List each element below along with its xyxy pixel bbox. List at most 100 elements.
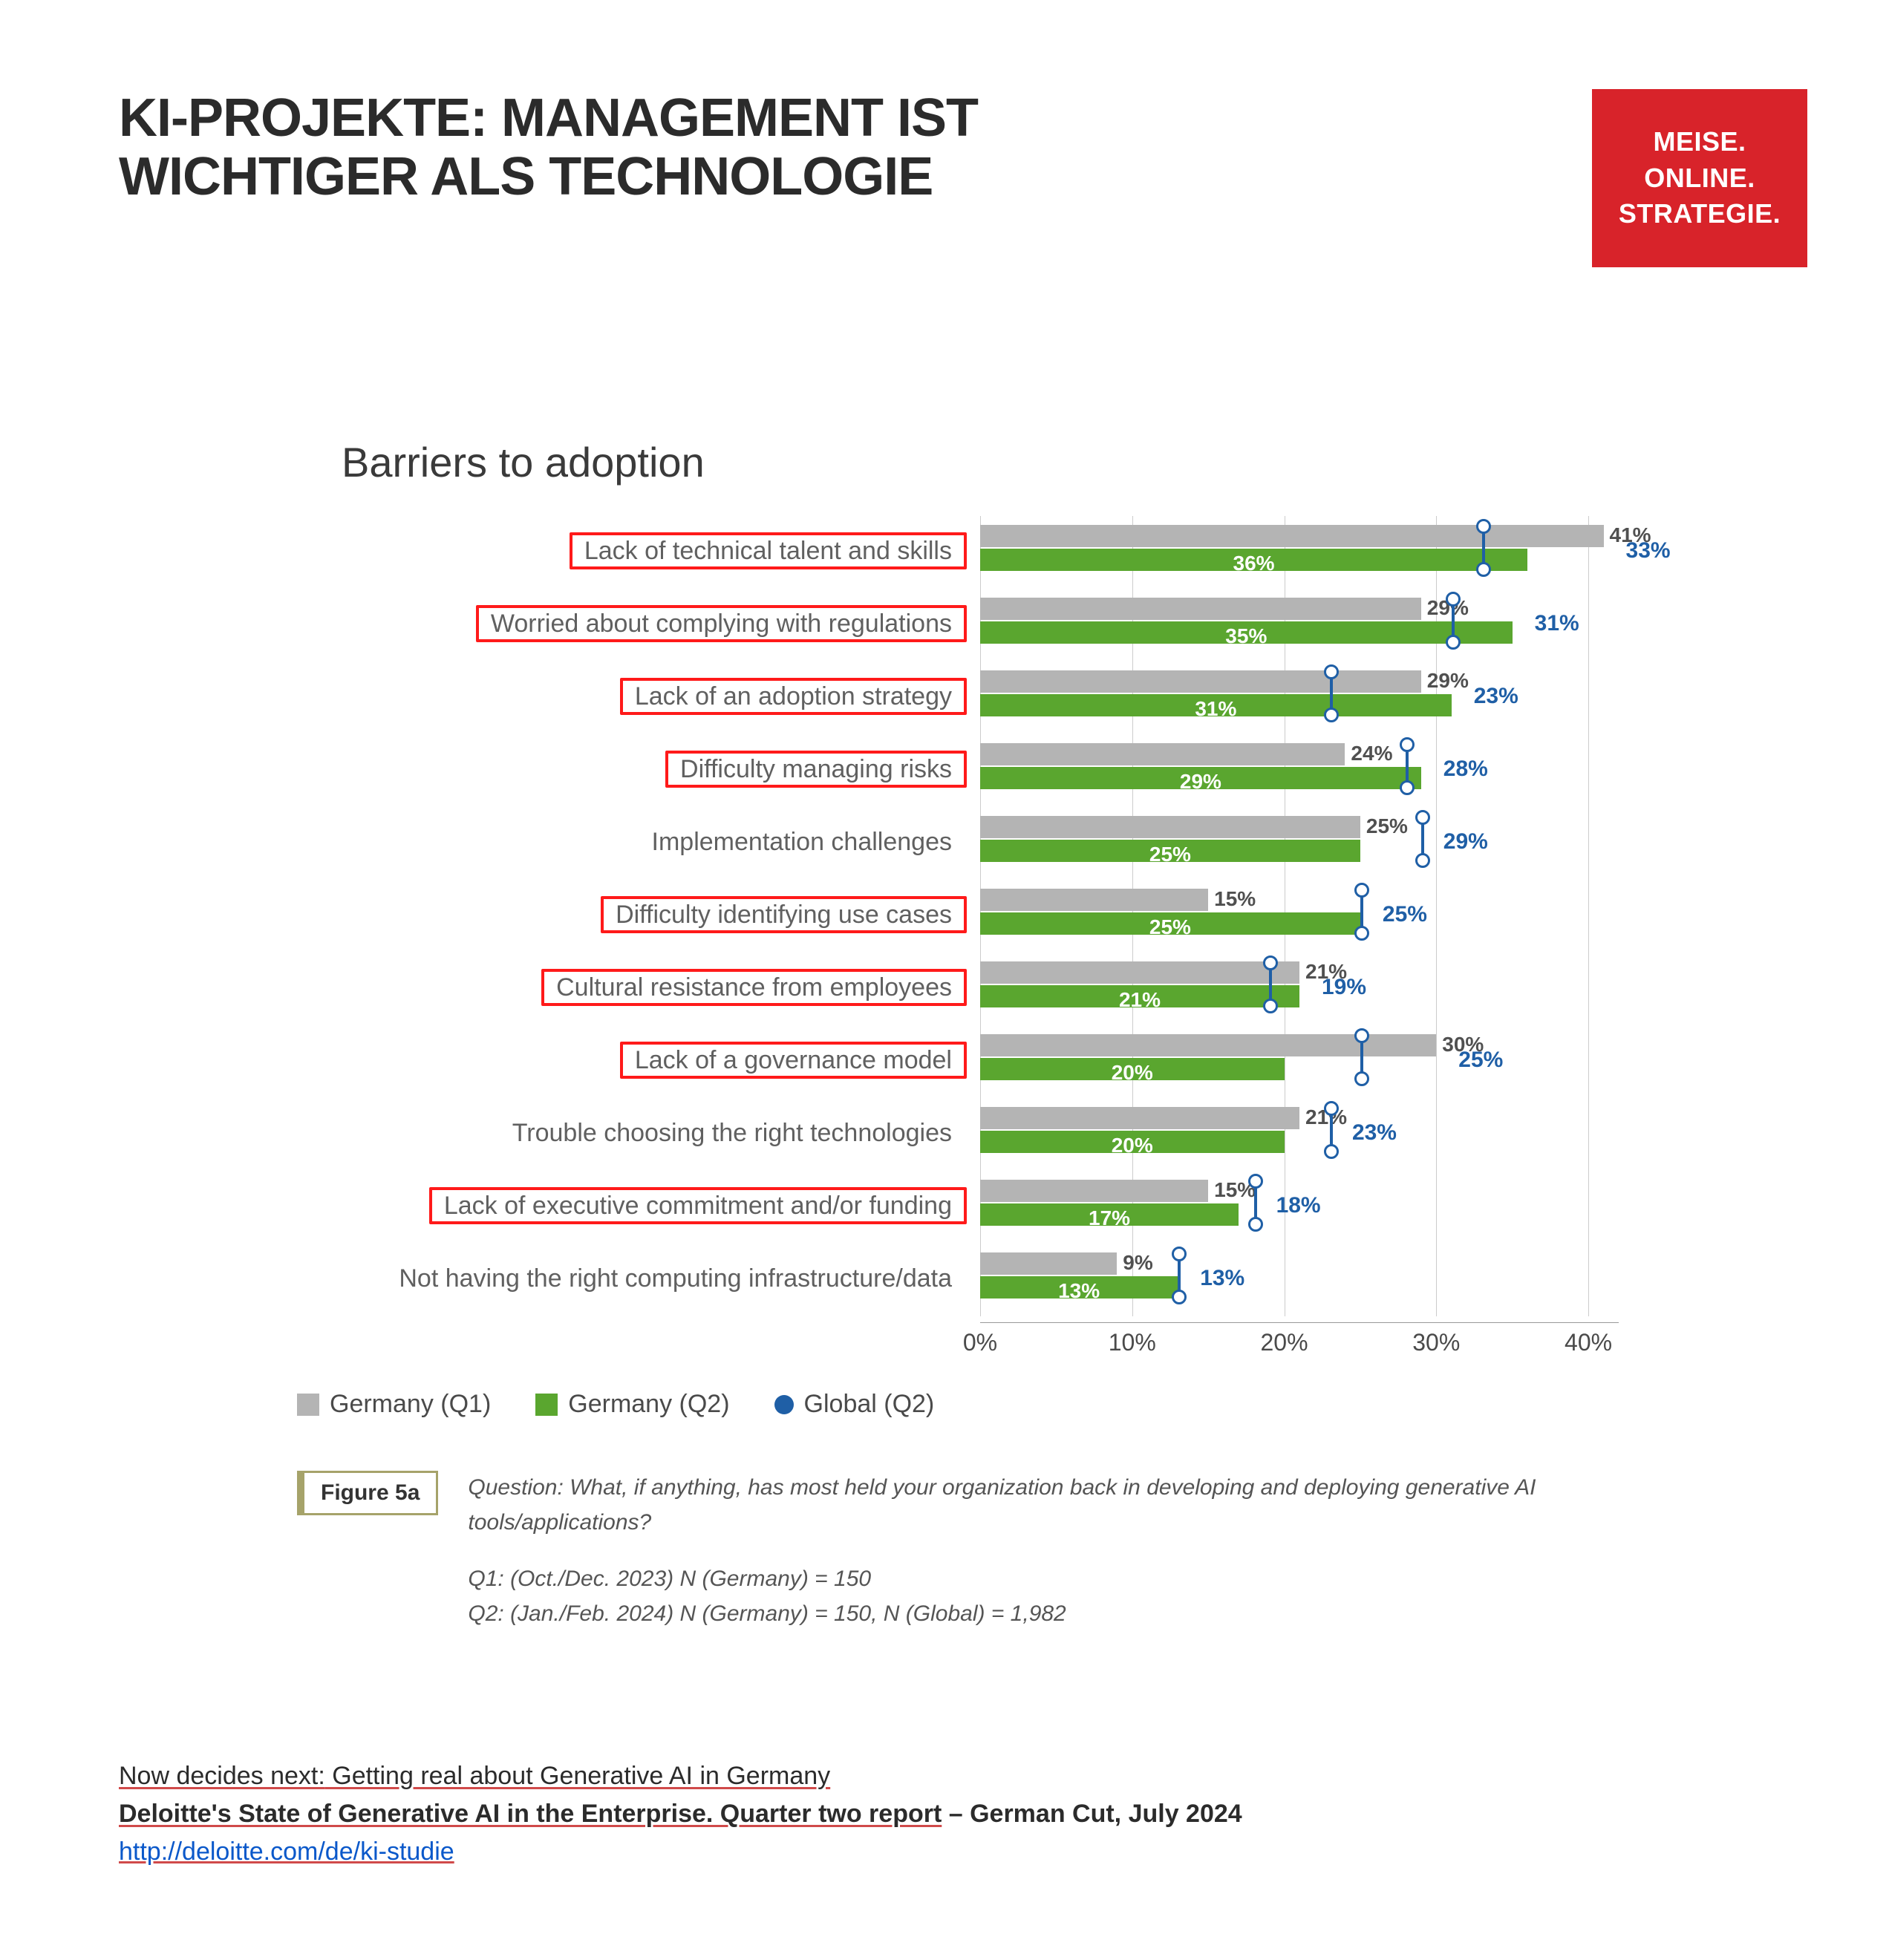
- legend-q2-label: Germany (Q2): [568, 1390, 729, 1419]
- global-value: 29%: [1443, 829, 1488, 855]
- footer-2b: – German Cut, July 2024: [942, 1800, 1242, 1828]
- bar-group: 21%20%23%: [980, 1098, 1619, 1171]
- footer-line-2: Deloitte's State of Generative AI in the…: [119, 1795, 1807, 1833]
- footer-2a: Deloitte's State of Generative AI in the…: [119, 1800, 942, 1828]
- bar-group: 29%35%31%: [980, 589, 1619, 662]
- bar-germany-q1: [980, 1107, 1299, 1129]
- bar-q2-value: 13%: [1058, 1279, 1100, 1303]
- bar-q1-value: 15%: [1214, 887, 1256, 911]
- x-tick: 0%: [963, 1329, 997, 1356]
- bar-q1-value: 24%: [1351, 742, 1392, 765]
- global-value: 31%: [1535, 611, 1579, 636]
- global-value: 23%: [1352, 1120, 1397, 1146]
- brand-line-2: ONLINE.: [1644, 160, 1755, 197]
- global-marker: [1360, 1034, 1363, 1080]
- bar-germany-q1: [980, 525, 1604, 547]
- legend-q1-swatch: [297, 1394, 319, 1416]
- category-label: Lack of an adoption strategy: [620, 678, 967, 715]
- bar-germany-q1: [980, 670, 1421, 693]
- bar-q2-value: 35%: [1225, 624, 1267, 648]
- global-value: 33%: [1626, 538, 1671, 564]
- bar-germany-q1: [980, 889, 1208, 911]
- brand-line-3: STRATEGIE.: [1619, 196, 1781, 232]
- legend-q1: Germany (Q1): [297, 1390, 491, 1419]
- global-value: 18%: [1276, 1193, 1321, 1218]
- bar-group: 15% 25% 25%: [980, 880, 1619, 953]
- x-tick: 40%: [1565, 1329, 1612, 1356]
- bar-germany-q1: [980, 1180, 1208, 1202]
- x-axis: 0%10%20%30%40%: [980, 1322, 1619, 1368]
- bar-germany-q1: [980, 598, 1421, 620]
- legend-global-label: Global (Q2): [804, 1390, 935, 1419]
- bar-germany-q1: [980, 961, 1299, 984]
- bar-group: 25%25%29%: [980, 807, 1619, 880]
- bar-q2-value: 29%: [1180, 770, 1221, 794]
- plot-column: 41%36%33%29%35%31%29%31%23%24%29%28%25%2…: [980, 516, 1619, 1316]
- footer: Now decides next: Getting real about Gen…: [119, 1757, 1807, 1871]
- category-label: Difficulty identifying use cases: [601, 896, 967, 933]
- category-label: Not having the right computing infrastru…: [384, 1260, 967, 1297]
- bar-group: 30%20%25%: [980, 1025, 1619, 1098]
- category-label: Worried about complying with regulations: [476, 605, 967, 642]
- bar-q2-value: 25%: [1149, 843, 1191, 866]
- global-value: 25%: [1383, 902, 1427, 927]
- title-line-2: WICHTIGER ALS TECHNOLOGIE: [119, 147, 933, 206]
- caption: Figure 5a Question: What, if anything, h…: [297, 1471, 1648, 1631]
- category-label: Lack of executive commitment and/or fund…: [429, 1187, 967, 1224]
- brand-badge: MEISE. ONLINE. STRATEGIE.: [1592, 89, 1807, 267]
- brand-line-1: MEISE.: [1653, 124, 1746, 160]
- caption-text: Question: What, if anything, has most he…: [468, 1471, 1648, 1631]
- legend-q1-label: Germany (Q1): [330, 1390, 491, 1419]
- bar-q2-value: 20%: [1112, 1134, 1153, 1157]
- header-row: KI-PROJEKTE: MANAGEMENT IST WICHTIGER AL…: [119, 89, 1807, 267]
- labels-column: Lack of technical talent and skills Worri…: [342, 516, 980, 1316]
- global-marker: [1254, 1180, 1257, 1226]
- global-marker: [1421, 816, 1424, 862]
- title-line-1: KI-PROJEKTE: MANAGEMENT IST: [119, 88, 978, 148]
- bar-q1-value: 29%: [1427, 669, 1469, 693]
- caption-n2: Q2: (Jan./Feb. 2024) N (Germany) = 150, …: [468, 1597, 1648, 1632]
- global-value: 13%: [1200, 1266, 1244, 1291]
- footer-link[interactable]: http://deloitte.com/de/ki-studie: [119, 1838, 454, 1866]
- global-marker: [1360, 889, 1363, 935]
- caption-n1: Q1: (Oct./Dec. 2023) N (Germany) = 150: [468, 1562, 1648, 1597]
- bar-q1-value: 9%: [1123, 1251, 1152, 1275]
- legend-q2: Germany (Q2): [535, 1390, 729, 1419]
- global-marker: [1406, 743, 1409, 789]
- legend-global-swatch: [774, 1395, 794, 1414]
- chart: Barriers to adoption Lack of technical t…: [342, 438, 1648, 1631]
- figure-badge: Figure 5a: [297, 1471, 438, 1515]
- category-label: Implementation challenges: [637, 823, 967, 860]
- bar-group: 24%29%28%: [980, 734, 1619, 807]
- global-value: 23%: [1474, 684, 1518, 709]
- slide: KI-PROJEKTE: MANAGEMENT IST WICHTIGER AL…: [0, 0, 1889, 1960]
- x-tick: 30%: [1412, 1329, 1460, 1356]
- footer-1a: Now decides next:: [119, 1762, 325, 1790]
- global-marker: [1482, 525, 1485, 571]
- global-marker: [1452, 598, 1455, 644]
- bar-q2-value: 36%: [1233, 552, 1275, 575]
- global-marker: [1269, 961, 1272, 1007]
- category-label: Cultural resistance from employees: [541, 969, 967, 1006]
- bar-q2-value: 31%: [1195, 697, 1236, 721]
- footer-line-1: Now decides next: Getting real about Gen…: [119, 1757, 1807, 1795]
- bar-group: 29% 31% 23%: [980, 662, 1619, 734]
- legend-global: Global (Q2): [774, 1390, 935, 1419]
- x-tick: 10%: [1109, 1329, 1156, 1356]
- bar-germany-q1: [980, 1252, 1117, 1275]
- caption-question: Question: What, if anything, has most he…: [468, 1471, 1648, 1540]
- category-label: Lack of technical talent and skills: [570, 532, 967, 569]
- chart-title: Barriers to adoption: [342, 438, 1648, 486]
- category-label: Lack of a governance model: [620, 1042, 967, 1079]
- legend-q2-swatch: [535, 1394, 558, 1416]
- global-value: 25%: [1458, 1048, 1503, 1073]
- bar-germany-q1: [980, 743, 1345, 765]
- bar-group: 41%36%33%: [980, 516, 1619, 589]
- global-marker: [1330, 1107, 1333, 1153]
- x-tick: 20%: [1260, 1329, 1308, 1356]
- global-marker: [1178, 1252, 1181, 1298]
- bar-q2-value: 17%: [1089, 1206, 1130, 1230]
- slide-title: KI-PROJEKTE: MANAGEMENT IST WICHTIGER AL…: [119, 89, 978, 206]
- global-value: 19%: [1322, 975, 1366, 1000]
- bar-q2-value: 25%: [1149, 915, 1191, 939]
